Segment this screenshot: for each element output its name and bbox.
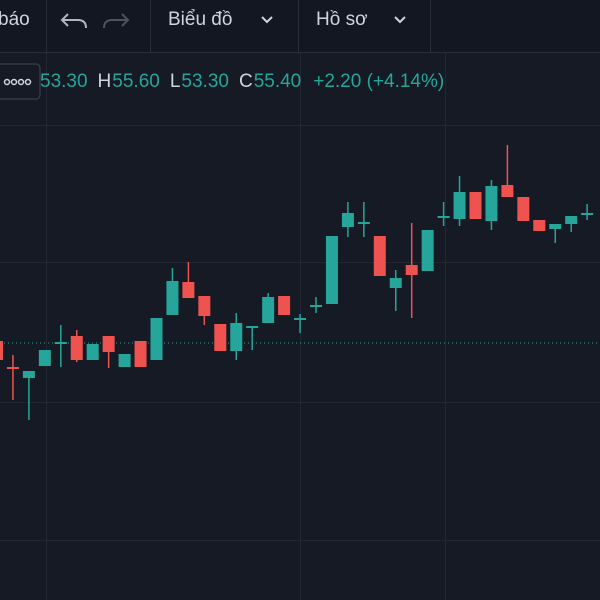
candle-body [262, 297, 275, 323]
plot [0, 145, 600, 420]
chevron[interactable] [394, 16, 406, 24]
legend-value: 55.40 [254, 71, 302, 92]
candle-body [118, 354, 131, 367]
toolbar [0, 0, 600, 52]
legend-change: +2.20 (+4.14%) [313, 71, 444, 92]
candle-body [214, 324, 227, 351]
candle-body [469, 192, 482, 219]
candle-body [485, 186, 498, 221]
legend-toggle[interactable] [0, 63, 41, 100]
legend: 53.30 H55.60 L53.30 C55.40 +2.20 (+4.14%) [40, 71, 444, 92]
legend-value: 55.60 [112, 71, 160, 92]
candle-body [6, 367, 19, 369]
candle-body [373, 236, 386, 276]
candle-body [134, 341, 147, 367]
legend-value: 53.30 [181, 71, 229, 92]
candle-body [38, 350, 51, 366]
legend-label: L [170, 71, 181, 92]
undo-icon[interactable] [60, 13, 87, 29]
candle-body [357, 222, 370, 224]
candle-body [341, 213, 354, 227]
legend-value: 53.30 [40, 71, 88, 92]
legend-label: C [239, 71, 253, 92]
candle-body [565, 216, 578, 224]
candle-body [70, 336, 83, 360]
legend-label: H [98, 71, 112, 92]
candle-body [581, 213, 594, 215]
candle-body [54, 342, 67, 344]
candle-body [549, 224, 562, 229]
candle-body [421, 230, 434, 271]
legend-toggle-icon [3, 78, 32, 86]
candle-body [182, 282, 195, 298]
toolbar-item[interactable]: Biểu đồ [168, 9, 232, 30]
candle-body [533, 220, 546, 231]
candle-body [405, 265, 418, 275]
candle-body [230, 323, 243, 351]
redo-icon[interactable] [103, 13, 130, 29]
candle-body [246, 326, 259, 328]
candle-body [325, 236, 338, 304]
candle-body [453, 192, 466, 219]
candle-body [294, 318, 307, 320]
candle-body [310, 305, 322, 307]
candle-body [198, 296, 211, 316]
candle-body [86, 344, 99, 360]
candle-body [22, 371, 35, 378]
candle-body [389, 278, 402, 288]
chevron[interactable] [261, 16, 273, 24]
candle-body [278, 296, 291, 315]
toolbar-item[interactable]: Hồ sơ [316, 9, 368, 30]
candle-body [517, 197, 530, 221]
candle-body [166, 281, 179, 315]
candle-body [0, 341, 3, 360]
candle-body [150, 318, 163, 360]
candle-body [501, 185, 514, 197]
candle-body [102, 336, 115, 352]
toolbar-item[interactable]: báo [0, 9, 30, 30]
candle-body [437, 216, 450, 218]
